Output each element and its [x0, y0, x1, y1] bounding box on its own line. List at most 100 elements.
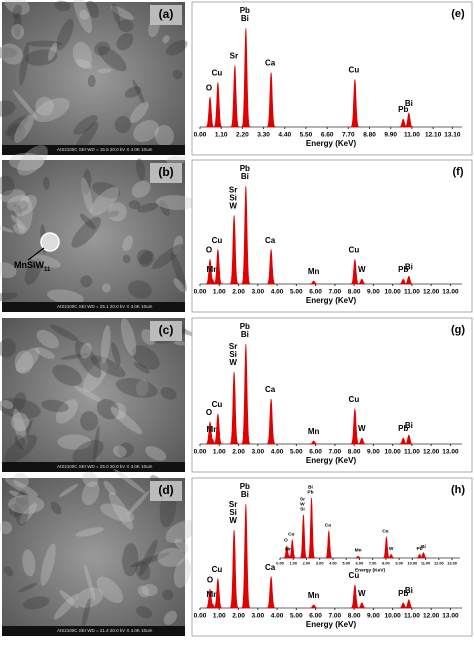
- peak-label: Mn: [285, 546, 292, 552]
- peak-label: W: [300, 501, 305, 507]
- texture: [25, 40, 63, 47]
- texture: [145, 446, 167, 461]
- image-info: AIS2100C SEI WD = 15.5 20.0 kV X 4.0K 10…: [57, 147, 153, 152]
- peak-label: Cu: [349, 66, 360, 75]
- texture: [9, 152, 44, 171]
- peak-label: Mn: [308, 427, 320, 436]
- peak: [387, 554, 395, 559]
- peak-label: Pb: [398, 589, 408, 598]
- texture: [136, 606, 153, 619]
- x-tick-label: 2.20: [236, 132, 249, 139]
- sem-image: [2, 160, 185, 312]
- peak: [213, 413, 223, 445]
- texture: [94, 41, 111, 56]
- peak-label: Cu: [212, 400, 223, 409]
- texture: [141, 583, 158, 597]
- plot-frame: [191, 1, 473, 156]
- texture: [10, 214, 27, 231]
- info-bar: [2, 302, 185, 312]
- texture: [18, 583, 37, 593]
- peak-label: Cu: [288, 531, 294, 537]
- peak: [266, 575, 276, 609]
- x-tick-label: 4.00: [271, 289, 284, 296]
- texture: [101, 283, 111, 293]
- peak: [354, 555, 362, 559]
- texture: [13, 408, 28, 449]
- x-tick-label: 3.00: [316, 561, 324, 566]
- peak-label: W: [229, 202, 237, 211]
- texture: [14, 195, 37, 217]
- peak-label: Cu: [349, 571, 360, 580]
- peak: [307, 497, 316, 559]
- peak: [241, 27, 251, 128]
- x-tick-label: 9.00: [395, 561, 403, 566]
- texture: [137, 203, 159, 213]
- texture: [172, 235, 184, 256]
- texture: [126, 490, 150, 516]
- arrow: [27, 247, 45, 261]
- x-tick-label: 9.00: [367, 449, 380, 456]
- peak: [241, 343, 251, 445]
- peak-label: Cu: [212, 565, 223, 574]
- x-tick-label: 8.00: [348, 289, 361, 296]
- x-tick-label: 12.00: [423, 289, 440, 296]
- texture: [132, 345, 160, 370]
- peak-label: Bi: [241, 490, 249, 499]
- sem-image: [2, 318, 185, 472]
- texture: [173, 558, 191, 588]
- texture: [163, 610, 177, 625]
- texture: [0, 262, 17, 279]
- x-axis-title: Energy (KeV): [306, 620, 357, 629]
- x-tick-label: 0.00: [194, 132, 207, 139]
- texture: [10, 412, 29, 432]
- texture: [0, 521, 12, 535]
- peak: [229, 215, 239, 285]
- texture: [80, 342, 92, 359]
- x-tick-label: 13.00: [442, 289, 459, 296]
- peak: [404, 275, 414, 285]
- x-tick-label: 12.10: [425, 132, 442, 139]
- peak-label: Bi: [405, 99, 413, 108]
- x-tick-label: 0.00: [194, 449, 207, 456]
- peak-label: Cu: [349, 395, 360, 404]
- texture: [107, 202, 127, 222]
- peak: [357, 278, 367, 285]
- x-tick-label: 5.00: [290, 289, 303, 296]
- info-bar: [2, 145, 185, 155]
- annotation-subscript: 11: [44, 267, 51, 273]
- texture: [97, 68, 112, 74]
- texture: [129, 552, 171, 568]
- texture: [47, 289, 84, 305]
- x-tick-label: 8.80: [363, 132, 376, 139]
- x-tick-label: 8.00: [348, 449, 361, 456]
- texture: [115, 377, 158, 398]
- texture: [22, 549, 36, 577]
- texture: [82, 360, 108, 393]
- texture: [122, 543, 139, 577]
- texture: [54, 0, 71, 12]
- texture: [79, 9, 90, 20]
- texture: [13, 12, 22, 38]
- panel-label: (b): [158, 165, 173, 179]
- texture: [6, 194, 30, 211]
- x-tick-label: 11.00: [404, 613, 420, 620]
- peak-label: Si: [300, 506, 305, 512]
- marker: [40, 232, 60, 252]
- texture: [129, 101, 149, 123]
- texture: [24, 258, 42, 285]
- x-axis-title: Energy (KeV): [306, 139, 357, 148]
- texture: [131, 180, 151, 198]
- texture: [124, 86, 142, 98]
- peak-label: Pb: [398, 424, 408, 433]
- annotation: MnSiW11: [14, 260, 51, 272]
- texture: [0, 47, 18, 59]
- peak: [325, 529, 333, 559]
- texture: [35, 347, 55, 359]
- texture: [12, 4, 22, 19]
- peak: [419, 552, 428, 559]
- label-box: [150, 321, 182, 341]
- texture: [135, 158, 146, 181]
- x-tick-label: 5.00: [290, 613, 303, 620]
- texture: [36, 329, 59, 349]
